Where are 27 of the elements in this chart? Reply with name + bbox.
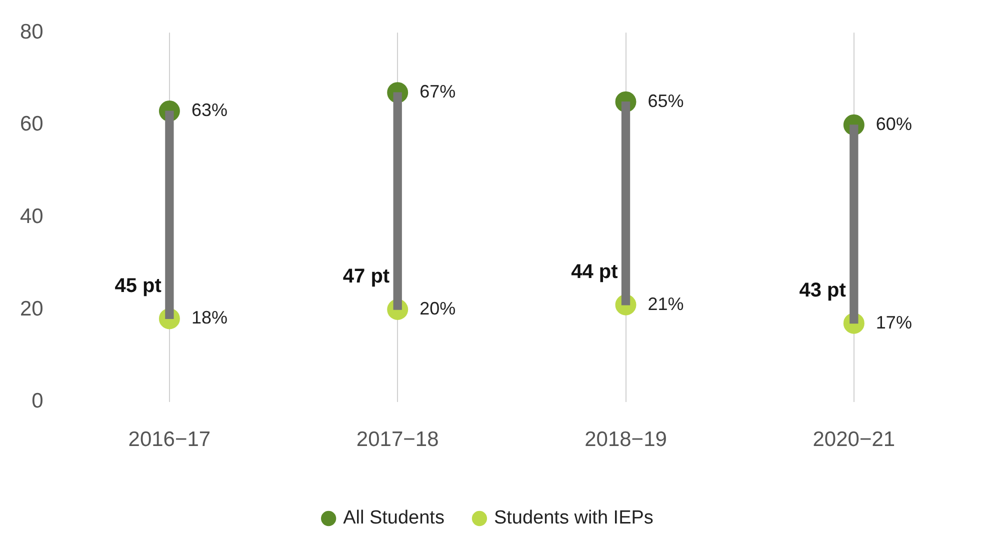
bar: [393, 92, 402, 310]
bar: [621, 101, 630, 306]
annotation: 44 pt: [571, 261, 618, 284]
data-label: 67%: [420, 82, 456, 102]
data-label: 20%: [420, 298, 456, 318]
x-tick-label: 2018−19: [584, 428, 667, 452]
data-label: 63%: [191, 100, 228, 120]
y-tick-label: 40: [20, 204, 44, 228]
bar: [165, 110, 174, 320]
annotation: 45 pt: [114, 274, 162, 297]
data-label: 21%: [648, 294, 684, 314]
data-label: 17%: [876, 312, 912, 332]
data-label: 65%: [648, 90, 684, 111]
data-label: 60%: [876, 114, 912, 134]
data-label: 18%: [191, 308, 228, 328]
y-tick-label: 0: [32, 390, 44, 413]
annotation: 43 pt: [799, 280, 846, 302]
x-tick-label: 2020−21: [812, 428, 896, 452]
legend-label: Students with IEPs: [494, 508, 654, 529]
legend-label: All Students: [343, 508, 444, 529]
y-tick-label: 60: [20, 112, 44, 136]
annotation: 47 pt: [342, 266, 390, 288]
y-tick-label: 80: [20, 20, 44, 44]
y-tick-label: 20: [20, 297, 44, 320]
x-tick-label: 2017−18: [356, 428, 439, 452]
bar: [850, 124, 858, 324]
x-tick-label: 2016−17: [128, 428, 211, 452]
